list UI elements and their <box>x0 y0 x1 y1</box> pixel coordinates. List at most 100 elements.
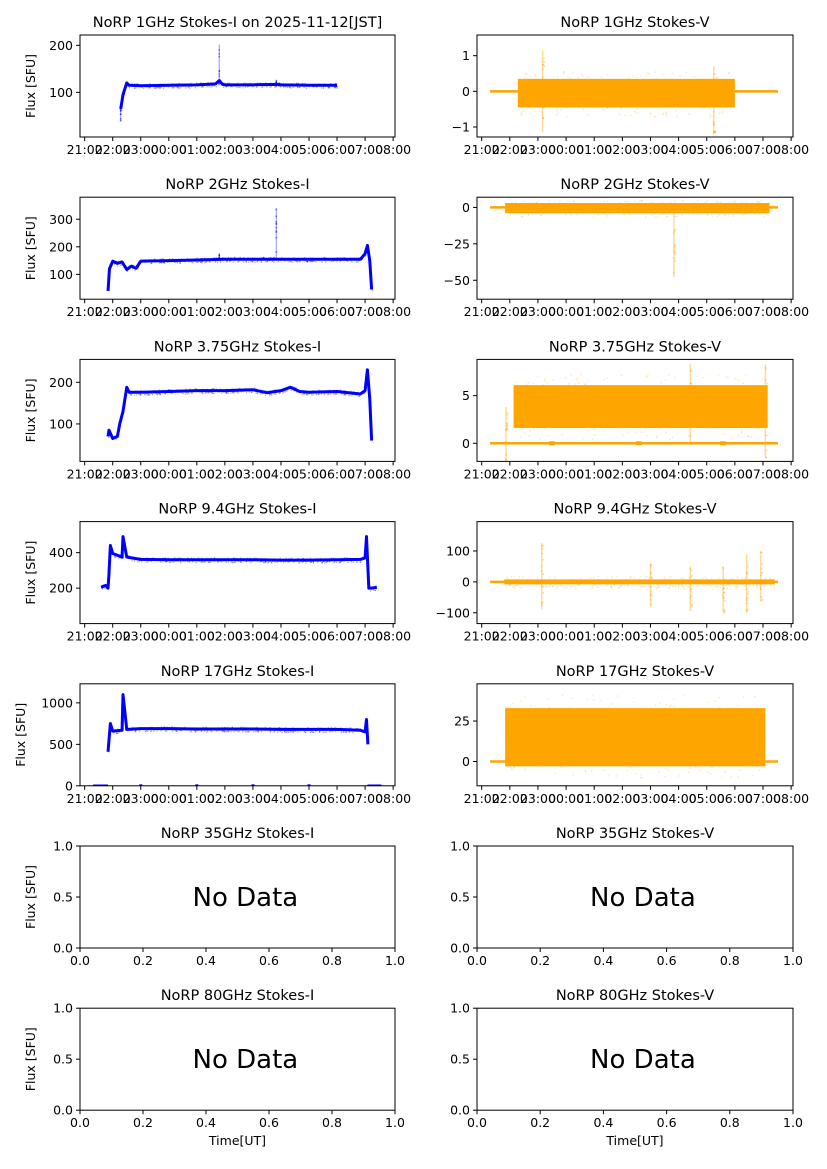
data-point <box>262 86 264 88</box>
spike-point <box>765 434 767 437</box>
data-point <box>702 577 704 579</box>
y-tick-label: 200 <box>49 38 73 53</box>
data-point <box>665 704 668 706</box>
data-point <box>299 260 301 263</box>
spike-point <box>543 90 545 92</box>
x-tick-label: 08:00 <box>375 629 411 644</box>
data-point <box>365 254 367 256</box>
data-point <box>330 83 332 85</box>
spike-point <box>764 366 767 369</box>
y-tick-label: 5 <box>462 388 470 403</box>
data-point <box>705 577 707 579</box>
data-point <box>654 212 656 215</box>
data-point <box>306 394 308 396</box>
x-tick-label: 05:00 <box>291 142 327 157</box>
spike-point <box>218 254 221 256</box>
spike-point <box>673 249 676 252</box>
data-point <box>607 214 609 216</box>
data-point <box>201 262 203 264</box>
y-tick-label: 0.5 <box>450 890 470 905</box>
x-tick-label: 05:00 <box>689 791 725 806</box>
data-point <box>329 393 332 395</box>
y-axis-label: Flux [SFU] <box>23 1027 38 1091</box>
data-point <box>648 72 650 75</box>
spike-point <box>122 701 124 704</box>
data-point <box>682 200 684 202</box>
data-point <box>134 394 136 396</box>
data-point <box>197 557 199 559</box>
data-point <box>259 561 262 563</box>
data-point <box>577 381 580 384</box>
axes-frame <box>476 196 794 300</box>
axes-frame <box>79 34 396 138</box>
spike-point <box>761 582 763 584</box>
data-point <box>177 557 179 559</box>
data-point <box>339 389 341 391</box>
data-point <box>206 388 208 390</box>
x-tick-label: 0.6 <box>259 1115 279 1130</box>
chart-panel-3_75ghz-v: NoRP 3.75GHz Stokes-V21:0022:0023:0000:0… <box>462 339 809 481</box>
spike-point <box>674 215 677 217</box>
data-point <box>278 82 280 84</box>
spike-point <box>766 383 768 385</box>
spike-point <box>275 215 278 218</box>
data-point <box>654 71 656 73</box>
data-point <box>326 561 328 563</box>
data-point <box>252 86 254 88</box>
spike-point <box>723 609 726 611</box>
data-point <box>225 392 227 394</box>
data-point <box>108 436 110 438</box>
data-point <box>344 394 347 396</box>
data-point <box>237 82 239 84</box>
data-point <box>517 584 519 587</box>
data-point <box>536 577 539 579</box>
data-point <box>347 260 349 262</box>
spike-point <box>119 108 122 110</box>
spike-point <box>275 230 278 232</box>
x-tick-label: 0.4 <box>593 953 613 968</box>
data-point <box>159 394 161 396</box>
x-tick-label: 08:00 <box>375 304 411 319</box>
data-point <box>520 436 522 438</box>
data-point <box>516 585 518 587</box>
x-tick-label: 00:00 <box>151 791 187 806</box>
data-point <box>643 431 645 433</box>
spike-point <box>275 251 278 253</box>
data-point <box>714 700 716 702</box>
data-point <box>328 560 330 563</box>
data-point <box>710 585 712 587</box>
spike-point <box>506 427 508 429</box>
data-point <box>203 730 206 732</box>
data-point <box>201 391 203 394</box>
data-point <box>117 732 119 734</box>
data-point <box>758 213 760 216</box>
data-point <box>530 75 532 77</box>
data-point <box>717 587 719 589</box>
data-point <box>151 393 154 396</box>
data-point <box>666 111 668 113</box>
data-point <box>665 768 667 770</box>
data-point <box>757 427 759 430</box>
data-point <box>227 392 229 394</box>
data-point <box>693 76 695 78</box>
data-point <box>188 392 190 394</box>
data-point <box>693 578 696 580</box>
y-tick-label: 1.0 <box>450 839 470 854</box>
spike-point <box>713 77 715 80</box>
data-point <box>654 704 657 706</box>
data-point <box>647 577 649 579</box>
spike-point <box>691 603 693 606</box>
data-point <box>334 83 337 85</box>
x-tick-label: 02:00 <box>207 791 243 806</box>
data-point <box>646 575 649 578</box>
data-point <box>288 731 290 734</box>
x-tick-label: 05:00 <box>689 304 725 319</box>
spike-point <box>542 68 544 70</box>
data-point <box>547 435 549 437</box>
data-point <box>580 73 582 75</box>
data-point <box>113 263 116 265</box>
data-point <box>576 584 578 586</box>
data-point <box>739 769 741 772</box>
spike-point <box>218 254 221 257</box>
